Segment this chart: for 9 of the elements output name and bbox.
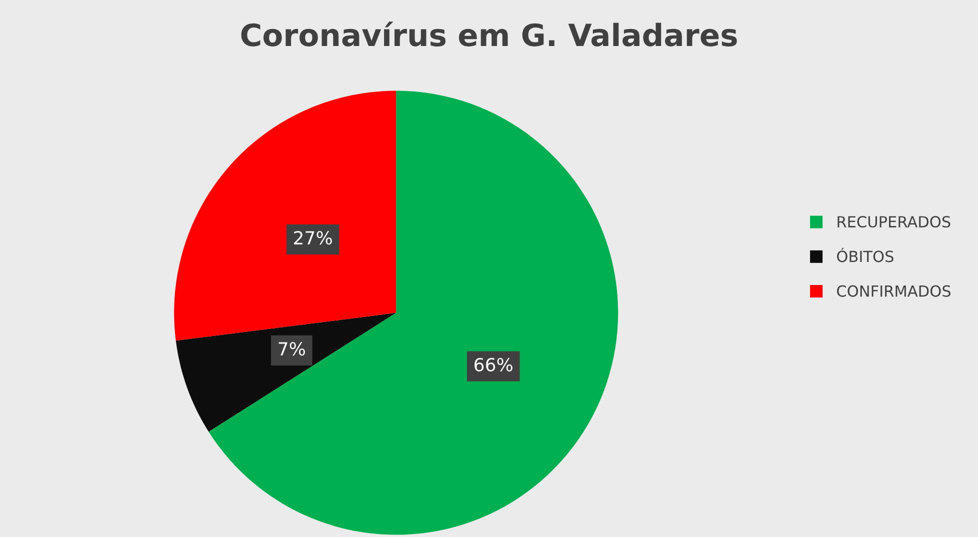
data-label: 27% <box>294 230 332 245</box>
legend-label: ÓBITOS <box>837 248 894 262</box>
data-label: 7% <box>278 342 305 356</box>
legend-label: CONFIRMADOS <box>837 285 950 297</box>
pie-slice <box>208 90 618 535</box>
legend-label: RECUPERADOS <box>838 216 950 228</box>
chart-title: Coronavírus em G. Valadares <box>241 22 737 46</box>
pie-slice <box>174 90 396 341</box>
data-label: 66% <box>474 358 512 372</box>
